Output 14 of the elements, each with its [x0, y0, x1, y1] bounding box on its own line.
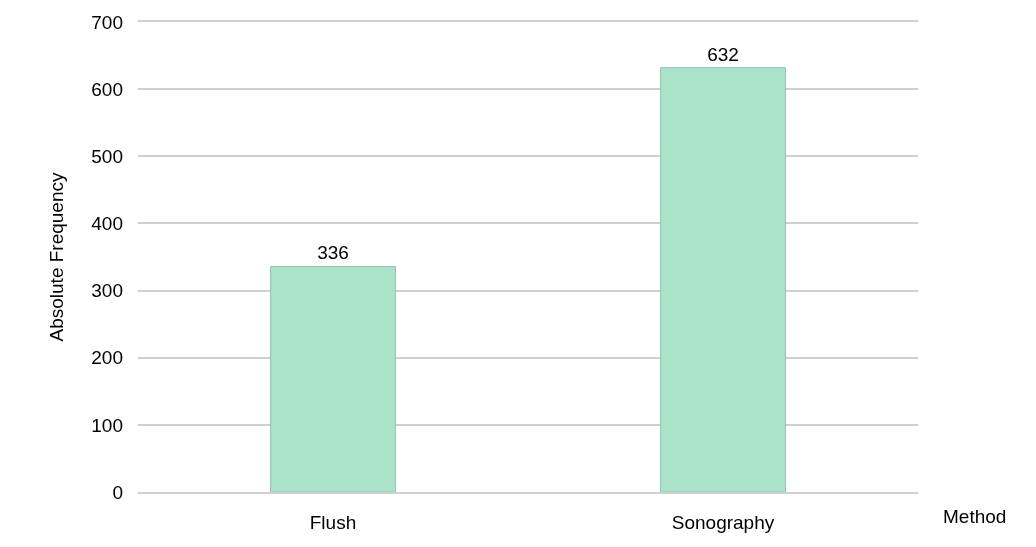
y-tick-label: 500: [91, 145, 123, 167]
data-label: 632: [707, 43, 739, 65]
y-tick-label: 600: [91, 78, 123, 100]
data-label: 336: [317, 242, 349, 264]
x-axis-title: Method: [943, 506, 1007, 527]
x-tick-label: Flush: [309, 511, 357, 533]
y-tick-label: 700: [91, 11, 123, 33]
y-tick-label: 0: [112, 481, 123, 503]
y-tick-label: 200: [91, 347, 123, 369]
y-tick-label: 300: [91, 280, 123, 302]
y-tick-label: 100: [91, 414, 123, 436]
y-axis-title: Absolute Frequency: [46, 172, 68, 342]
x-tick-label: Sonography: [671, 511, 775, 533]
y-tick-label: 400: [91, 213, 123, 235]
